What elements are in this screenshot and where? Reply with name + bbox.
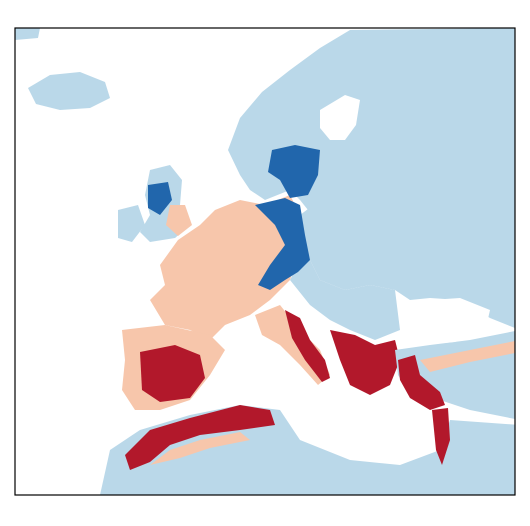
baltic-sea	[320, 95, 360, 140]
land-north-east	[228, 28, 515, 328]
region-italy-red	[285, 310, 330, 382]
region-britain-peach	[166, 205, 192, 236]
region-iberia-core	[140, 345, 205, 402]
region-central	[150, 195, 300, 340]
region-sweden-blue	[268, 145, 320, 198]
region-africa-peach	[150, 432, 250, 465]
region-levant	[432, 408, 450, 465]
region-anatolia-peach	[420, 341, 515, 372]
land-iceland	[28, 72, 110, 110]
region-britain-blue	[148, 182, 172, 215]
region-balkans-red	[330, 330, 400, 395]
map-frame	[14, 27, 516, 496]
map-layers	[15, 28, 515, 495]
land-ireland	[118, 205, 145, 242]
region-anatolia-coast	[398, 355, 445, 410]
black-sea	[405, 298, 490, 345]
land-greenland	[15, 28, 40, 40]
land-balkans	[290, 250, 400, 340]
region-baltic-blue	[255, 198, 310, 290]
region-africa-coast	[125, 405, 275, 470]
